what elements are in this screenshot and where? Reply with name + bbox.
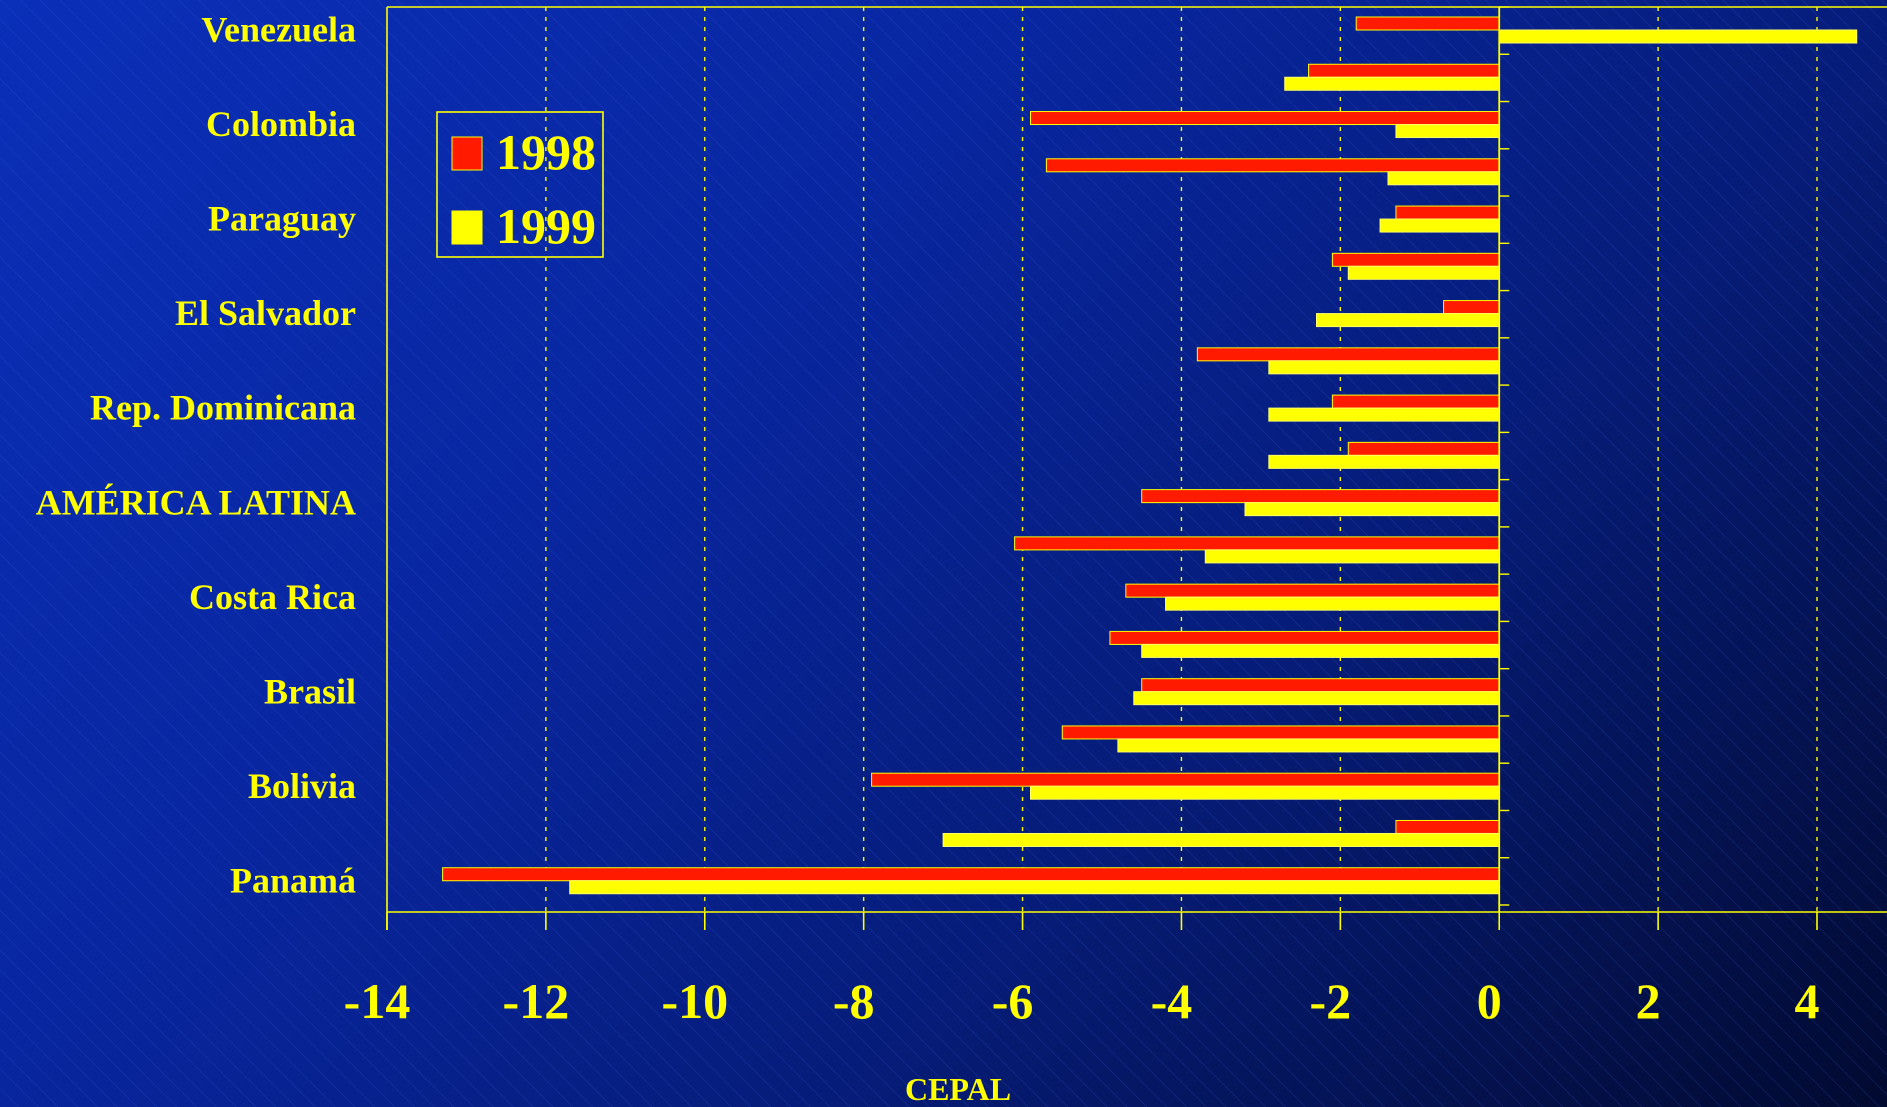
bar-1999-8 (1268, 407, 1500, 422)
legend-swatch-1999 (451, 210, 483, 245)
bar-1999-9 (1268, 454, 1500, 469)
bar-1999-10 (1244, 502, 1500, 517)
bar-1998-15 (1061, 725, 1500, 740)
bar-1999-2 (1395, 124, 1500, 139)
y-axis-label: Paraguay (208, 199, 356, 239)
legend-box (436, 111, 604, 258)
x-tick-label: -10 (661, 973, 728, 1029)
bar-1999-12 (1165, 596, 1500, 611)
y-axis-label: Rep. Dominicana (90, 388, 356, 428)
y-axis-label: Bolivia (248, 766, 356, 806)
bar-1998-13 (1109, 630, 1500, 645)
bar-1998-1 (1308, 63, 1500, 78)
x-tick-label: -4 (1151, 973, 1193, 1029)
bar-1999-3 (1387, 171, 1500, 186)
axes (386, 6, 1887, 930)
bar-1998-5 (1331, 252, 1500, 267)
bar-1998-4 (1395, 205, 1500, 220)
bar-1998-8 (1331, 394, 1500, 409)
x-tick-label: -6 (992, 973, 1034, 1029)
bar-1998-7 (1196, 347, 1500, 362)
x-tick-label: -12 (503, 973, 570, 1029)
bar-1999-7 (1268, 360, 1500, 375)
bar-1998-17 (1395, 819, 1500, 834)
y-axis-label: Costa Rica (189, 577, 356, 617)
y-axis-labels: Venezuela Colombia Paraguay El Salvador Rep.… (36, 10, 356, 901)
bar-1998-3 (1045, 158, 1500, 173)
x-axis-tick-labels: -14 -12 -10 -8 -6 -4 -2 0 2 4 (344, 973, 1820, 1029)
bar-1999-4 (1379, 218, 1500, 233)
legend-swatch-1998 (451, 136, 483, 171)
bar-1998-12 (1125, 583, 1500, 598)
bar-1999-15 (1117, 738, 1500, 753)
y-axis-label: Venezuela (201, 10, 356, 50)
bar-1999-11 (1204, 549, 1500, 564)
bar-1999-13 (1141, 643, 1500, 658)
source-label: CEPAL (905, 1071, 1011, 1107)
bar-1999-16 (1030, 785, 1500, 800)
legend: 1998 1999 (436, 111, 604, 258)
bar-1999-5 (1347, 265, 1500, 280)
y-axis-label: El Salvador (175, 293, 356, 333)
x-tick-label: -2 (1310, 973, 1352, 1029)
bar-1999-18 (569, 880, 1500, 895)
x-tick-label: -8 (833, 973, 875, 1029)
y-axis-label: AMÉRICA LATINA (36, 482, 356, 522)
bar-1999-0 (1498, 29, 1858, 44)
bar-1999-6 (1316, 313, 1500, 328)
bar-1998-16 (871, 772, 1500, 787)
bar-1998-18 (442, 867, 1500, 882)
x-tick-label: 0 (1477, 973, 1502, 1029)
bar-1999-1 (1284, 76, 1500, 91)
y-axis-label: Colombia (206, 104, 356, 144)
y-axis-label: Panamá (230, 860, 356, 900)
bar-1998-0 (1355, 16, 1500, 31)
x-tick-label: 2 (1636, 973, 1661, 1029)
bar-1998-14 (1141, 678, 1500, 693)
bar-1999-17 (942, 832, 1500, 847)
bar-1999-14 (1133, 691, 1500, 706)
legend-label-1999: 1999 (496, 198, 596, 254)
x-tick-label: -14 (344, 973, 411, 1029)
bar-1998-10 (1141, 489, 1500, 504)
bar-1998-6 (1443, 300, 1500, 315)
x-tick-label: 4 (1795, 973, 1820, 1029)
bar-1998-11 (1014, 536, 1500, 551)
bar-1998-2 (1030, 111, 1500, 126)
y-axis-label: Brasil (264, 671, 356, 711)
bar-1998-9 (1347, 441, 1500, 456)
bars (442, 16, 1858, 895)
legend-label-1998: 1998 (496, 124, 596, 180)
